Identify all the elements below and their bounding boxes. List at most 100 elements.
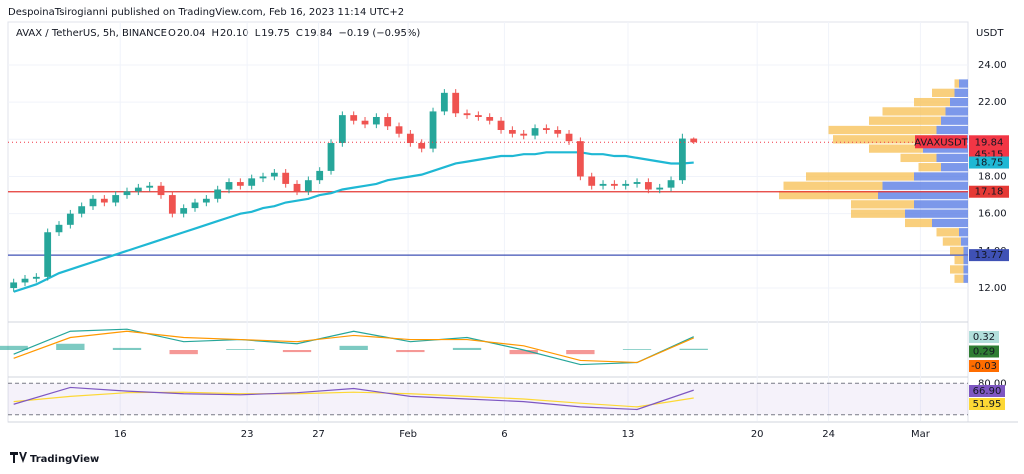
profile-down [851,200,914,209]
profile-up [959,228,968,237]
candle-body [384,116,392,127]
candle-body [134,187,142,192]
candle-body [610,183,618,186]
macd-hist [566,350,595,355]
candle-body [157,185,165,196]
candle-body [554,130,562,134]
change: −0.19 (−0.95%) [339,28,421,39]
logo-icon [10,452,27,463]
ma-tag [969,156,1009,169]
candle-body [180,208,188,214]
candle-body [395,126,403,134]
macd-line [13,328,694,366]
profile-down [942,237,961,246]
y-tick-label: 18.00 [978,171,1007,182]
candle-body [66,213,74,225]
candle-body [508,130,516,134]
x-tick-label: Mar [911,429,931,440]
candle-body [531,128,539,136]
macd-hist [226,349,255,350]
profile-down [950,265,964,274]
candle-body [259,176,267,179]
candle-body [452,92,460,114]
x-tick-label: 23 [241,429,254,440]
candle-body [316,170,324,181]
profile-up [960,237,968,246]
x-tick-label: 20 [751,429,764,440]
candle-body [576,141,584,177]
macd-label: 0.29 [973,347,995,358]
x-tick-label: 13 [622,429,635,440]
profile-up [963,246,968,255]
candle-body [463,113,471,116]
macd-hist [112,347,142,350]
profile-up [954,88,968,97]
profile-down [954,79,959,88]
x-tick-label: 24 [822,429,835,440]
ohlc-key: C [296,28,303,39]
macd-label: 0.32 [973,332,995,343]
profile-up [882,181,968,190]
candle-body [497,120,505,131]
macd-tag [969,360,999,372]
candle-body [644,182,652,190]
candle-body [474,115,482,117]
profile-down [905,218,932,228]
macd-tag [969,331,999,343]
candle-body [565,133,573,142]
profile-up [941,116,968,125]
candle-body [78,206,86,214]
candle-body [225,182,233,190]
candle-body [486,116,494,121]
profile-up [950,97,968,107]
x-tick-label: Feb [399,429,417,440]
profile-up [941,163,968,172]
rsi_ma-line [13,391,694,408]
profile-down [918,163,941,172]
ohlc-value: 20.04 [177,28,206,39]
x-tick-label: 27 [312,429,325,440]
symbol-tag [915,135,967,149]
profile-down [936,228,959,237]
y-tick-label: 24.00 [978,60,1007,71]
candle-body [633,182,641,184]
candle-body [146,185,154,188]
profile-up [963,274,968,283]
rsi-tick-label: 80.00 [978,378,1007,389]
brand: TradingView [30,454,99,465]
profile-down [954,274,964,283]
candle-body [588,176,596,186]
candle-body [520,133,528,136]
logo: TradingView [10,452,99,465]
profile-down [833,135,932,144]
ohlc-value: 20.10 [220,28,249,39]
macd-label: -0.03 [971,361,997,372]
profile-down [779,190,878,200]
macd-hist [0,345,28,350]
candle-body [89,198,97,207]
profile-down [900,153,937,163]
y-tick-label: 22.00 [978,97,1007,108]
macd-hist [452,347,482,350]
macd-hist [169,350,198,355]
level-label: 17.18 [975,187,1004,198]
x-tick-label: 16 [114,429,127,440]
candle-body [293,183,301,192]
x-tick-label: 6 [501,429,507,440]
currency: USDT [976,28,1004,39]
candle-body [429,111,437,149]
profile-up [878,190,968,200]
candle-body [350,115,358,121]
candle-body [599,183,607,186]
candle-body [168,195,176,214]
y-tick-label: 16.00 [978,209,1007,220]
level-label: 13.77 [975,250,1004,261]
candle-body [282,172,290,184]
level-tag [969,249,1009,262]
profile-down [806,172,914,181]
symbol-label: AVAXUSDT [914,137,968,148]
ohlc-key: H [212,28,220,39]
candle-body [622,183,630,186]
candle-body [191,202,199,209]
candle-body [418,143,426,149]
